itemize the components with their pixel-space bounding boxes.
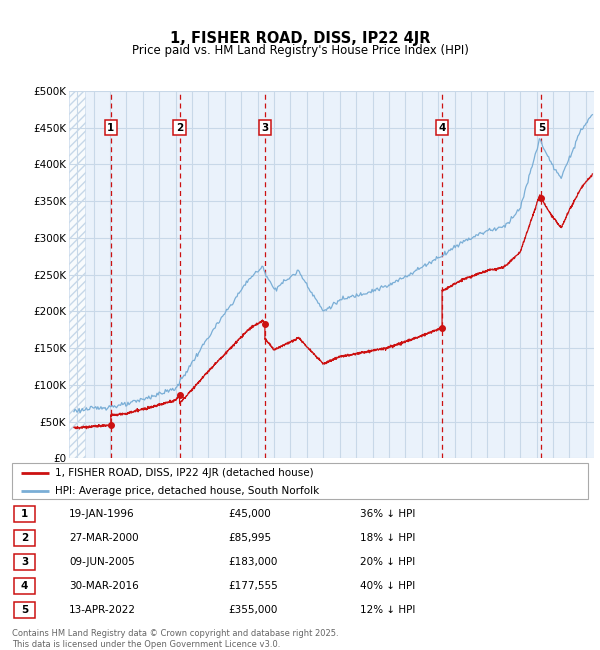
FancyBboxPatch shape <box>14 554 35 570</box>
Polygon shape <box>69 91 85 458</box>
Text: £85,995: £85,995 <box>228 533 271 543</box>
Text: £355,000: £355,000 <box>228 605 277 615</box>
Text: 09-JUN-2005: 09-JUN-2005 <box>69 557 135 567</box>
Text: £45,000: £45,000 <box>228 509 271 519</box>
Text: Price paid vs. HM Land Registry's House Price Index (HPI): Price paid vs. HM Land Registry's House … <box>131 44 469 57</box>
Text: 1, FISHER ROAD, DISS, IP22 4JR (detached house): 1, FISHER ROAD, DISS, IP22 4JR (detached… <box>55 468 314 478</box>
Text: Contains HM Land Registry data © Crown copyright and database right 2025.
This d: Contains HM Land Registry data © Crown c… <box>12 629 338 649</box>
Text: 18% ↓ HPI: 18% ↓ HPI <box>360 533 415 543</box>
Text: 2: 2 <box>176 123 183 133</box>
FancyBboxPatch shape <box>12 463 588 499</box>
Text: 36% ↓ HPI: 36% ↓ HPI <box>360 509 415 519</box>
Text: 20% ↓ HPI: 20% ↓ HPI <box>360 557 415 567</box>
Text: £177,555: £177,555 <box>228 581 278 591</box>
FancyBboxPatch shape <box>14 506 35 522</box>
Text: 3: 3 <box>21 557 28 567</box>
Text: 27-MAR-2000: 27-MAR-2000 <box>69 533 139 543</box>
Text: 4: 4 <box>21 581 28 591</box>
Text: 1: 1 <box>21 509 28 519</box>
Text: 40% ↓ HPI: 40% ↓ HPI <box>360 581 415 591</box>
Text: 3: 3 <box>261 123 269 133</box>
Text: 2: 2 <box>21 533 28 543</box>
Text: 4: 4 <box>439 123 446 133</box>
FancyBboxPatch shape <box>14 602 35 618</box>
Text: £183,000: £183,000 <box>228 557 277 567</box>
Text: 30-MAR-2016: 30-MAR-2016 <box>69 581 139 591</box>
Text: 13-APR-2022: 13-APR-2022 <box>69 605 136 615</box>
Text: 1: 1 <box>107 123 115 133</box>
Text: 1, FISHER ROAD, DISS, IP22 4JR: 1, FISHER ROAD, DISS, IP22 4JR <box>170 31 430 47</box>
Text: HPI: Average price, detached house, South Norfolk: HPI: Average price, detached house, Sout… <box>55 486 319 496</box>
Text: 19-JAN-1996: 19-JAN-1996 <box>69 509 134 519</box>
Text: 5: 5 <box>538 123 545 133</box>
Text: 12% ↓ HPI: 12% ↓ HPI <box>360 605 415 615</box>
FancyBboxPatch shape <box>14 578 35 594</box>
FancyBboxPatch shape <box>14 530 35 546</box>
Text: 5: 5 <box>21 605 28 615</box>
